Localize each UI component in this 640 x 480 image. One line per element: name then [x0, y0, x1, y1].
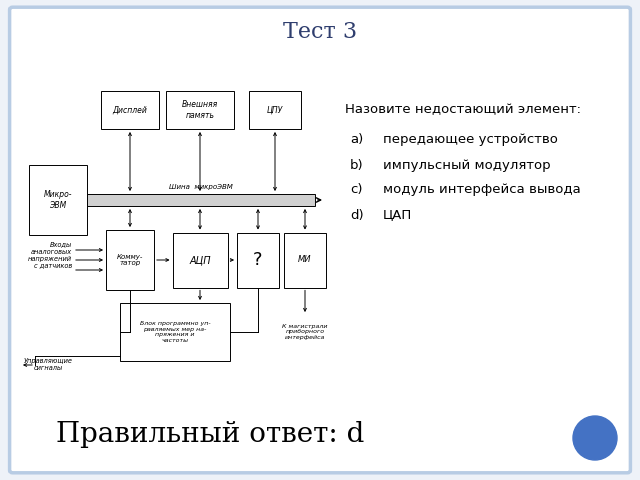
Text: d): d)	[350, 208, 364, 221]
Bar	[173, 232, 227, 288]
Text: импульсный модулятор: импульсный модулятор	[383, 158, 550, 171]
Text: ?: ?	[253, 251, 263, 269]
Text: Комму-
татор: Комму- татор	[117, 253, 143, 266]
Text: c): c)	[350, 183, 362, 196]
Text: МИ: МИ	[298, 255, 312, 264]
Text: a): a)	[350, 133, 364, 146]
Circle shape	[573, 416, 617, 460]
Text: Правильный ответ: d: Правильный ответ: d	[56, 421, 364, 448]
Text: Тест 3: Тест 3	[283, 21, 357, 43]
Text: модуль интерфейса вывода: модуль интерфейса вывода	[383, 183, 580, 196]
Text: ЦАП: ЦАП	[383, 208, 412, 221]
Text: передающее устройство: передающее устройство	[383, 133, 558, 146]
Text: Микро-
ЭВМ: Микро- ЭВМ	[44, 191, 72, 210]
Text: К магистрали
приборного
интерфейса: К магистрали приборного интерфейса	[282, 324, 328, 340]
Text: Управляющие
сигналы: Управляющие сигналы	[24, 359, 72, 372]
Bar	[101, 91, 159, 129]
Text: Внешняя
память: Внешняя память	[182, 100, 218, 120]
Text: АЦП: АЦП	[189, 255, 211, 265]
Text: Дисплей: Дисплей	[113, 106, 147, 115]
Bar	[106, 230, 154, 290]
Bar	[29, 165, 87, 235]
Text: b): b)	[350, 158, 364, 171]
Text: ЦПУ: ЦПУ	[267, 106, 283, 115]
Bar	[87, 194, 315, 206]
Text: Назовите недостающий элемент:: Назовите недостающий элемент:	[345, 104, 581, 117]
Text: Блок программно уп-
равляемых мер на-
пряжения и
частоты: Блок программно уп- равляемых мер на- пр…	[140, 321, 211, 343]
Bar	[120, 303, 230, 361]
Text: Входы
аналоговых
напряжений
с датчиков: Входы аналоговых напряжений с датчиков	[28, 241, 72, 268]
Text: Шина  микроЭВМ: Шина микроЭВМ	[169, 184, 233, 190]
Bar	[166, 91, 234, 129]
Bar	[237, 232, 279, 288]
Bar	[284, 232, 326, 288]
Bar	[249, 91, 301, 129]
